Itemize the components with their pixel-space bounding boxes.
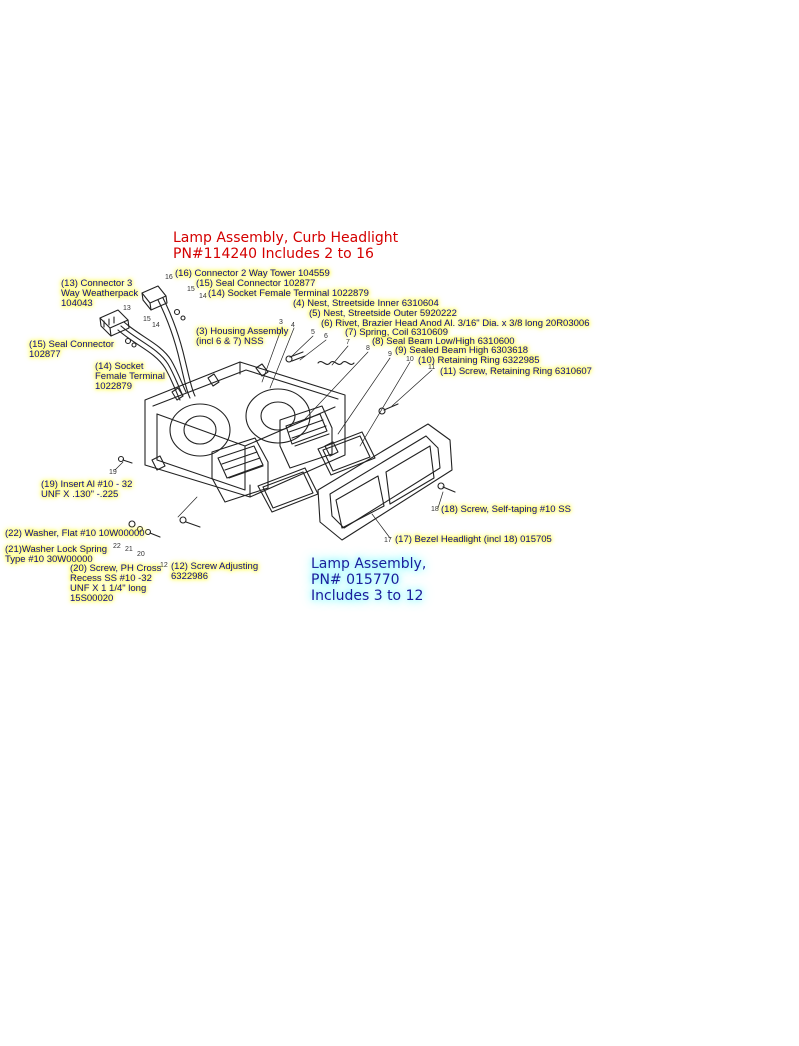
lamp-title-line: Lamp Assembly,	[311, 556, 427, 572]
callout-number: 13	[123, 305, 131, 312]
label-part-20: (20) Screw, PH Cross Recess SS #10 -32 U…	[70, 564, 161, 604]
curb-pn-line: PN#114240 Includes 2 to 16	[173, 246, 374, 262]
wire-harness	[117, 297, 196, 401]
callout-number: 15	[187, 286, 195, 293]
sealed-beam-lamps	[211, 405, 333, 503]
callout-number: 14	[152, 322, 160, 329]
screws-hardware	[117, 351, 456, 538]
callout-number: 17	[384, 537, 392, 544]
callout-number: 20	[137, 551, 145, 558]
label-part-14-socket-left: (14) Socket Female Terminal 1022879	[95, 362, 165, 392]
label-line: Way Weatherpack	[61, 288, 139, 299]
label-part-16: (16) Connector 2 Way Tower 104559	[175, 268, 330, 279]
label-line: Recess SS #10 -32	[70, 573, 152, 584]
label-part-4: (4) Nest, Streetside Inner 6310604	[293, 298, 439, 309]
lamp-includes-line: Includes 3 to 12	[311, 588, 424, 604]
label-part-5: (5) Nest, Streetside Outer 5920222	[309, 308, 457, 319]
callout-number: 16	[165, 274, 173, 281]
label-line: (13) Connector 3	[61, 278, 133, 289]
label-line: (20) Screw, PH Cross	[70, 563, 162, 574]
label-line: (3) Housing Assembly	[196, 326, 289, 337]
label-part-15-seal-connector-left: (15) Seal Connector 102877	[29, 340, 114, 360]
label-part-21: (21)Washer Lock Spring Type #10 30W00000	[5, 545, 107, 565]
label-part-13: (13) Connector 3 Way Weatherpack 104043	[61, 279, 138, 309]
label-line: (15) Seal Connector	[29, 339, 115, 350]
connector-2-way-tower	[141, 285, 186, 321]
label-part-17: (17) Bezel Headlight (incl 18) 015705	[395, 534, 552, 545]
label-line: 1022879	[95, 381, 132, 392]
housing-assembly	[144, 361, 346, 498]
callout-number: 8	[366, 345, 370, 352]
callout-number: 18	[431, 506, 439, 513]
label-line: 102877	[29, 349, 61, 360]
label-part-10: (10) Retaining Ring 6322985	[418, 355, 540, 366]
label-part-9: (9) Sealed Beam High 6303618	[395, 345, 529, 356]
label-line: 15S00020	[70, 593, 114, 604]
label-part-3: (3) Housing Assembly (incl 6 & 7) NSS	[196, 327, 288, 347]
callout-number: 3	[279, 319, 283, 326]
label-line: (14) Socket	[95, 361, 144, 372]
label-part-22: (22) Washer, Flat #10 10W00000	[5, 528, 145, 539]
callout-number: 7	[346, 339, 350, 346]
connector-3-way-weatherpack	[99, 309, 137, 348]
retaining-rings	[257, 431, 376, 513]
callout-number: 9	[388, 351, 392, 358]
callout-number: 14	[199, 293, 207, 300]
label-line: Female Terminal	[95, 371, 166, 382]
callout-number: 21	[125, 546, 133, 553]
label-part-8: (8) Seal Beam Low/High 6310600	[372, 336, 515, 347]
label-part-15-seal-connector: (15) Seal Connector 102877	[196, 278, 316, 289]
callout-number: 11	[428, 364, 436, 371]
label-line: (12) Screw Adjusting	[171, 561, 259, 572]
bezel-headlight	[317, 423, 453, 541]
label-line: (19) Insert Al #10 - 32	[41, 479, 133, 490]
leader-lines	[114, 326, 444, 539]
curb-title-line: Lamp Assembly, Curb Headlight	[173, 230, 399, 246]
label-part-12: (12) Screw Adjusting 6322986	[171, 562, 258, 582]
label-part-11: (11) Screw, Retaining Ring 6310607	[440, 366, 592, 377]
label-part-19: (19) Insert Al #10 - 32 UNF X .130" -.22…	[41, 480, 132, 500]
lamp-pn-line: PN# 015770	[311, 572, 400, 588]
label-part-14-socket-terminal: (14) Socket Female Terminal 1022879	[208, 288, 369, 299]
label-part-6: (6) Rivet, Brazier Head Anod Al. 3/16" D…	[321, 318, 590, 329]
callout-number: 12	[160, 562, 168, 569]
label-part-7: (7) Spring, Coil 6310609	[345, 327, 448, 338]
label-line: UNF X 1 1/4" long	[70, 583, 147, 594]
callout-number: 4	[291, 322, 295, 329]
label-line: 104043	[61, 298, 93, 309]
callout-number: 22	[113, 543, 121, 550]
label-line: Type #10 30W00000	[5, 554, 93, 565]
curb-lamp-assembly-title: Lamp Assembly, Curb Headlight PN#114240 …	[173, 230, 398, 262]
callout-number: 15	[143, 316, 151, 323]
callout-number: 19	[109, 469, 117, 476]
label-line: UNF X .130" -.225	[41, 489, 119, 500]
callout-number: 10	[406, 356, 414, 363]
callout-number: 6	[324, 333, 328, 340]
callout-number: 5	[311, 329, 315, 336]
label-part-18: (18) Screw, Self-taping #10 SS	[441, 504, 571, 515]
label-line: (incl 6 & 7) NSS	[196, 336, 264, 347]
label-line: (21)Washer Lock Spring	[5, 544, 108, 555]
label-line: 6322986	[171, 571, 208, 582]
lamp-assembly-015770-title: Lamp Assembly, PN# 015770 Includes 3 to …	[311, 556, 426, 604]
